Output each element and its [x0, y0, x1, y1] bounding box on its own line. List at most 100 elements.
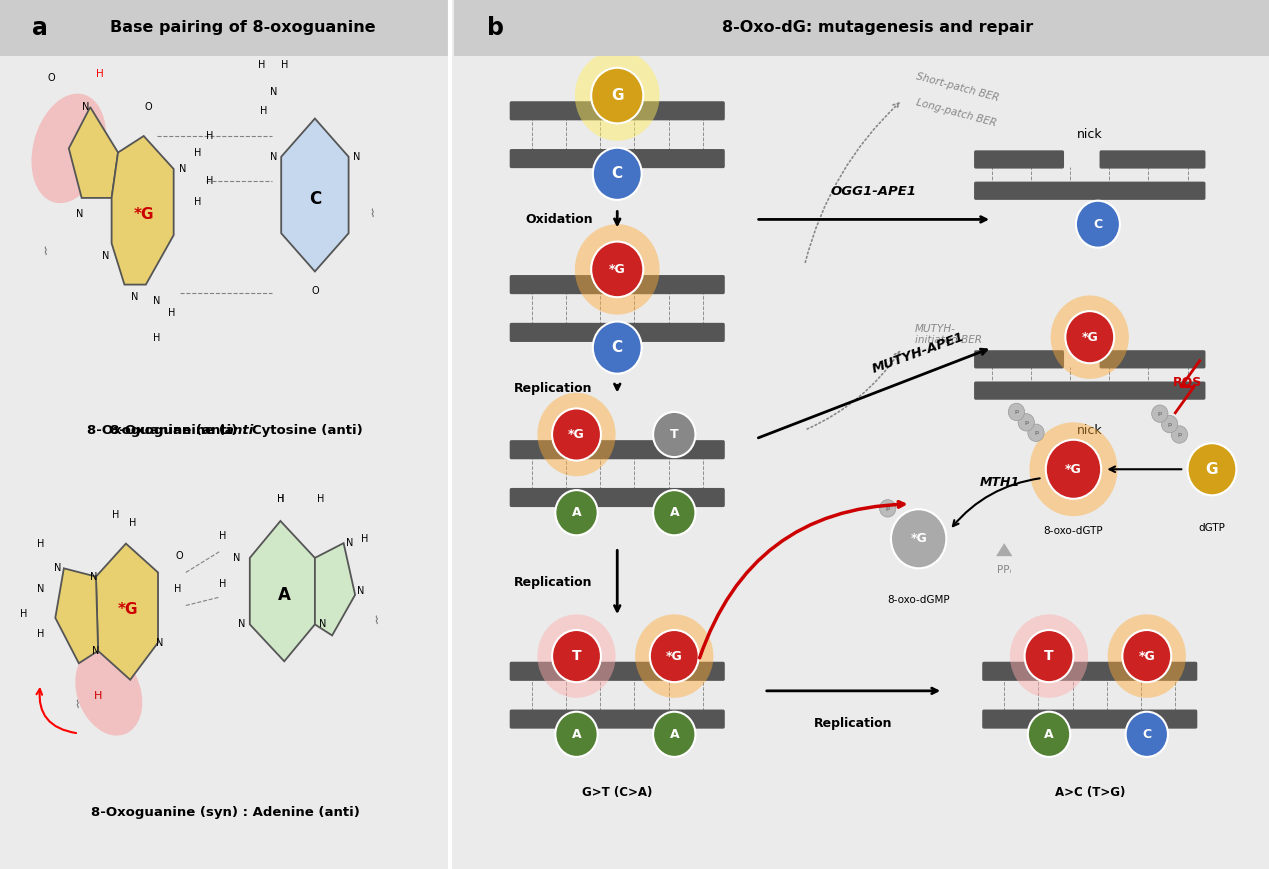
- Circle shape: [593, 148, 642, 200]
- Polygon shape: [96, 544, 159, 680]
- Text: H: H: [37, 539, 44, 548]
- Text: p: p: [1178, 432, 1181, 437]
- Text: N: N: [37, 584, 44, 594]
- FancyBboxPatch shape: [510, 149, 725, 169]
- FancyBboxPatch shape: [1099, 150, 1206, 169]
- Text: anti: anti: [226, 424, 255, 436]
- Text: H: H: [174, 584, 181, 594]
- Text: H: H: [128, 518, 136, 528]
- Ellipse shape: [32, 94, 107, 203]
- Ellipse shape: [537, 614, 615, 698]
- Text: p: p: [1034, 430, 1038, 435]
- FancyBboxPatch shape: [510, 662, 725, 681]
- FancyBboxPatch shape: [510, 709, 725, 728]
- Text: Replication: Replication: [514, 576, 593, 588]
- Circle shape: [1152, 405, 1167, 422]
- Text: O: O: [175, 551, 183, 561]
- Text: A: A: [572, 728, 581, 740]
- Circle shape: [1122, 630, 1171, 682]
- Polygon shape: [315, 543, 355, 635]
- FancyBboxPatch shape: [982, 709, 1198, 728]
- Text: MTH1: MTH1: [980, 476, 1020, 488]
- Text: *G: *G: [910, 533, 928, 545]
- Text: A: A: [670, 728, 679, 740]
- Text: H: H: [193, 197, 201, 207]
- Text: *G: *G: [1138, 650, 1155, 662]
- Circle shape: [556, 490, 598, 535]
- Text: Replication: Replication: [815, 717, 893, 730]
- Text: p: p: [1014, 409, 1019, 415]
- Text: H: H: [317, 494, 325, 504]
- Text: Long-patch BER: Long-patch BER: [915, 97, 997, 129]
- Text: 8-oxo-dGTP: 8-oxo-dGTP: [1043, 526, 1103, 536]
- Circle shape: [1066, 311, 1114, 363]
- Text: ⌇: ⌇: [373, 615, 379, 626]
- Text: dGTP: dGTP: [1198, 523, 1226, 534]
- FancyBboxPatch shape: [454, 0, 1269, 56]
- Text: 8-Oxoguanine (syn) : Adenine (anti): 8-Oxoguanine (syn) : Adenine (anti): [91, 806, 359, 819]
- Text: N: N: [269, 87, 277, 96]
- Text: N: N: [232, 553, 240, 563]
- Polygon shape: [282, 118, 349, 271]
- Circle shape: [879, 500, 896, 517]
- Text: p: p: [1167, 421, 1171, 427]
- Text: *G: *G: [1065, 463, 1082, 475]
- Polygon shape: [56, 568, 98, 663]
- Text: *G: *G: [118, 602, 138, 617]
- Text: 8-Oxoguanine (: 8-Oxoguanine (: [110, 424, 226, 436]
- Text: Replication: Replication: [514, 382, 593, 395]
- Text: ⌇: ⌇: [74, 700, 80, 710]
- Text: T: T: [572, 649, 581, 663]
- Text: C: C: [308, 189, 321, 208]
- Text: N: N: [102, 250, 109, 261]
- Ellipse shape: [537, 393, 615, 476]
- FancyBboxPatch shape: [975, 381, 1206, 400]
- Text: N: N: [53, 563, 61, 574]
- Text: H: H: [168, 308, 175, 319]
- Ellipse shape: [575, 50, 660, 141]
- Text: ⌇: ⌇: [43, 247, 48, 256]
- Text: H: H: [112, 509, 119, 520]
- FancyBboxPatch shape: [510, 488, 725, 507]
- Text: H: H: [37, 629, 44, 640]
- FancyBboxPatch shape: [975, 350, 1063, 368]
- Text: Short-patch BER: Short-patch BER: [915, 71, 1000, 103]
- Text: ROS: ROS: [613, 0, 646, 3]
- Text: Oxidation: Oxidation: [525, 213, 593, 226]
- FancyBboxPatch shape: [975, 150, 1063, 169]
- FancyBboxPatch shape: [1099, 350, 1206, 368]
- Text: p: p: [1024, 420, 1028, 425]
- Text: N: N: [357, 586, 364, 596]
- Ellipse shape: [1108, 614, 1187, 698]
- FancyBboxPatch shape: [510, 102, 725, 121]
- Circle shape: [1126, 712, 1167, 757]
- Circle shape: [593, 322, 642, 374]
- Text: PPᵢ: PPᵢ: [997, 565, 1011, 575]
- Circle shape: [654, 412, 695, 457]
- Text: 8-Oxoguanine (anti) : Cytosine (anti): 8-Oxoguanine (anti) : Cytosine (anti): [88, 424, 363, 436]
- Text: MUTYH-
initiated BER: MUTYH- initiated BER: [915, 324, 982, 345]
- Text: H: H: [220, 531, 227, 541]
- Circle shape: [1076, 201, 1121, 248]
- Polygon shape: [112, 136, 174, 285]
- Text: N: N: [179, 164, 187, 174]
- Text: nick: nick: [1077, 424, 1103, 436]
- Text: H: H: [193, 148, 201, 157]
- Text: G: G: [1206, 461, 1218, 477]
- Circle shape: [1009, 403, 1024, 421]
- Text: H: H: [152, 333, 160, 343]
- FancyBboxPatch shape: [0, 0, 450, 56]
- Text: *G: *G: [569, 428, 585, 441]
- Text: *G: *G: [1081, 331, 1098, 343]
- Circle shape: [591, 68, 643, 123]
- Text: *G: *G: [133, 207, 154, 222]
- Text: H: H: [282, 60, 289, 70]
- Text: 8-Oxo-dG: mutagenesis and repair: 8-Oxo-dG: mutagenesis and repair: [722, 20, 1033, 36]
- Circle shape: [1024, 630, 1074, 682]
- Text: H: H: [260, 106, 266, 116]
- Text: C: C: [612, 340, 623, 355]
- Ellipse shape: [575, 224, 660, 315]
- Text: A: A: [1044, 728, 1053, 740]
- Circle shape: [650, 630, 699, 682]
- Ellipse shape: [636, 614, 713, 698]
